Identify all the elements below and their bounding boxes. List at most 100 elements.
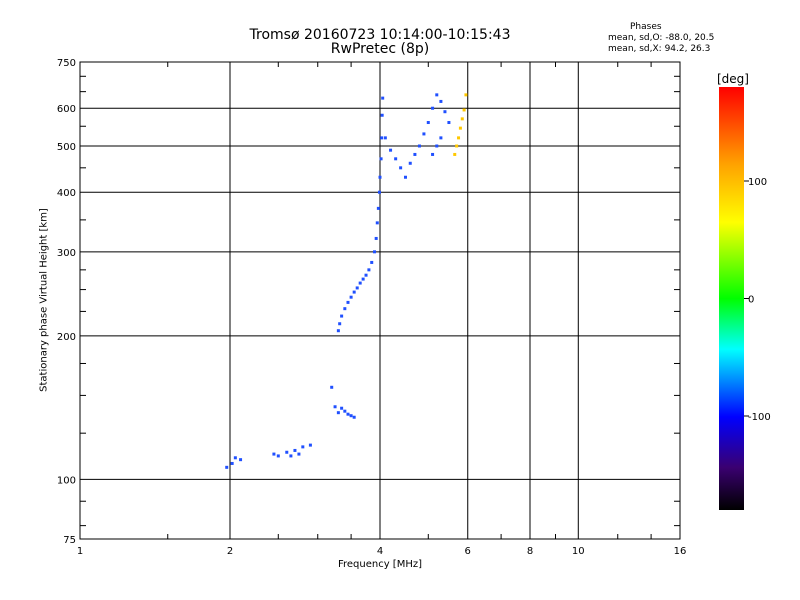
data-point	[355, 286, 359, 290]
data-point	[358, 281, 362, 285]
data-point	[367, 268, 371, 272]
data-point	[374, 236, 378, 240]
data-point	[289, 454, 293, 458]
x-tick-label: 10	[572, 546, 585, 557]
x-axis-label: Frequency [MHz]	[337, 559, 423, 570]
data-point	[308, 443, 312, 447]
data-point	[439, 99, 443, 103]
y-tick-label: 100	[57, 475, 76, 486]
x-tick-label: 1	[77, 546, 83, 557]
data-point	[389, 148, 393, 152]
data-point	[464, 93, 468, 97]
data-point	[346, 412, 350, 416]
y-tick-label: 200	[57, 332, 76, 343]
data-point	[431, 152, 435, 156]
data-point	[233, 456, 237, 460]
data-point	[376, 206, 380, 210]
data-point	[394, 157, 398, 161]
y-tick-labels: 75 100 200 300 400 500 600 750	[57, 58, 76, 546]
colorbar-unit-label: [deg]	[717, 72, 749, 86]
data-point	[443, 110, 447, 114]
data-point	[333, 405, 337, 409]
data-point	[408, 161, 412, 165]
data-point	[293, 448, 297, 452]
data-point	[352, 415, 356, 419]
y-tick-label: 300	[57, 248, 76, 259]
y-tick-label: 75	[63, 535, 76, 546]
data-point	[447, 121, 451, 125]
data-point	[343, 409, 347, 413]
data-point	[239, 458, 243, 462]
x-tick-labels: 1 2 4 6 8 10 16	[77, 546, 687, 557]
data-point	[455, 144, 459, 148]
colorbar-tick-label: -100	[748, 412, 771, 423]
data-point	[378, 175, 382, 179]
x-tick-label: 2	[227, 546, 233, 557]
data-point	[272, 452, 276, 456]
data-point	[225, 465, 229, 469]
data-point	[460, 117, 464, 121]
data-point	[330, 385, 334, 389]
chart-subtitle: RwPretec (8p)	[330, 41, 430, 57]
data-point	[340, 406, 344, 410]
colorbar-tick-label: 100	[748, 177, 767, 188]
data-point	[346, 300, 350, 304]
x-tick-label: 4	[377, 546, 383, 557]
data-point	[453, 152, 457, 156]
data-point	[338, 322, 342, 326]
colorbar-ticks: 100 0 -100	[744, 177, 771, 423]
data-point	[297, 452, 301, 456]
data-point	[349, 414, 353, 418]
y-tick-label: 600	[57, 104, 76, 115]
data-point	[417, 144, 421, 148]
x-tick-label: 8	[527, 546, 533, 557]
phase-stats-x-mode: mean, sd,X: 94.2, 26.3	[608, 44, 711, 54]
data-point	[380, 136, 384, 140]
data-point	[457, 136, 461, 140]
data-point	[379, 157, 383, 161]
data-point	[336, 411, 340, 415]
data-point	[349, 295, 353, 299]
data-point	[383, 136, 387, 140]
data-point	[285, 450, 289, 454]
data-point	[230, 461, 234, 465]
data-point	[361, 277, 365, 281]
phase-stats-o-mode: mean, sd,O: -88.0, 20.5	[608, 33, 715, 43]
data-point	[380, 113, 384, 117]
data-point	[301, 445, 305, 449]
data-point	[340, 314, 344, 318]
data-point	[403, 175, 407, 179]
data-point	[435, 144, 439, 148]
data-point	[364, 273, 368, 277]
data-point	[381, 96, 385, 100]
x-tick-label: 6	[465, 546, 471, 557]
data-point	[377, 190, 381, 194]
data-point	[276, 454, 280, 458]
data-point	[399, 166, 403, 170]
data-point	[343, 307, 347, 311]
data-point	[458, 126, 462, 130]
y-tick-label: 500	[57, 142, 76, 153]
colorbar-tick-label: 0	[748, 295, 754, 306]
data-point	[435, 93, 439, 97]
y-tick-label: 400	[57, 188, 76, 199]
y-tick-label: 750	[57, 58, 76, 69]
data-point	[439, 136, 443, 140]
data-point	[422, 132, 426, 136]
data-point	[413, 152, 417, 156]
grid-lines	[80, 62, 680, 539]
chart-title: Tromsø 20160723 10:14:00-10:15:43	[249, 27, 511, 43]
data-point	[431, 106, 435, 110]
data-point	[426, 121, 430, 125]
x-tick-label: 16	[674, 546, 687, 557]
data-point	[336, 329, 340, 333]
data-point	[373, 250, 377, 254]
phase-stats-heading: Phases	[630, 22, 662, 32]
data-point	[352, 290, 356, 294]
data-points	[225, 93, 468, 469]
data-point	[370, 260, 374, 264]
data-point	[375, 221, 379, 225]
data-point	[462, 108, 466, 112]
minor-ticks	[80, 62, 680, 539]
